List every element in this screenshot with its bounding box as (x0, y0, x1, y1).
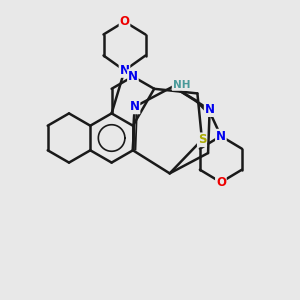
Text: N: N (128, 70, 138, 83)
Text: O: O (119, 15, 130, 28)
Text: NH: NH (172, 80, 190, 90)
Text: S: S (198, 133, 206, 146)
Text: N: N (216, 130, 226, 142)
Text: N: N (119, 64, 130, 77)
Text: N: N (205, 103, 215, 116)
Text: N: N (130, 100, 140, 113)
Text: O: O (216, 176, 226, 189)
